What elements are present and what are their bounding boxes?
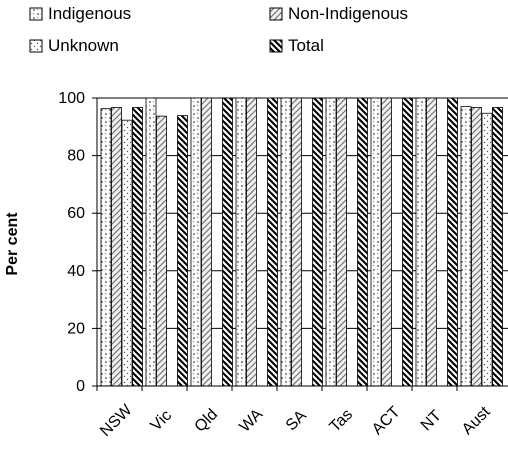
bar-sa-total bbox=[312, 97, 323, 387]
bar-wa-nonindigenous bbox=[246, 97, 257, 387]
bar-qld-total bbox=[222, 97, 233, 387]
bar-sa-indigenous bbox=[280, 97, 292, 387]
legend-label-unknown: Unknown bbox=[48, 36, 119, 55]
legend: Indigenous Non-Indigenous Unknown Total bbox=[29, 4, 408, 55]
legend-swatch-indigenous bbox=[29, 7, 43, 21]
bar-aust-total bbox=[492, 107, 503, 387]
bar-qld-indigenous bbox=[190, 97, 202, 387]
legend-item-unknown: Unknown bbox=[29, 36, 119, 55]
bar-wa-indigenous bbox=[235, 97, 247, 387]
y-tick-label-100: 100 bbox=[58, 90, 85, 107]
x-axis: NSW Vic Qld WA SA Tas ACT NT Aust bbox=[96, 385, 508, 440]
y-tick-label-40: 40 bbox=[67, 263, 85, 280]
bar-act-total bbox=[402, 97, 413, 387]
bar-vic-total bbox=[177, 115, 188, 387]
x-tick-label-nsw: NSW bbox=[97, 401, 136, 440]
y-tick-label-60: 60 bbox=[67, 205, 85, 222]
x-tick-label-wa: WA bbox=[236, 406, 266, 436]
bar-nsw-indigenous bbox=[100, 108, 112, 387]
x-tick-label-aust: Aust bbox=[459, 403, 494, 438]
bar-vic-indigenous bbox=[145, 97, 157, 387]
bar-aust-unknown bbox=[481, 112, 493, 387]
legend-label-indigenous: Indigenous bbox=[48, 4, 131, 23]
bar-vic-nonindigenous bbox=[156, 115, 167, 387]
bar-wa-total bbox=[267, 97, 278, 387]
y-axis: 0 20 40 60 80 100 bbox=[58, 90, 98, 395]
legend-swatch-nonindigenous bbox=[269, 7, 283, 21]
x-tick-label-nt: NT bbox=[418, 407, 445, 434]
bar-sa-nonindigenous bbox=[291, 97, 302, 387]
legend-item-nonindigenous: Non-Indigenous bbox=[269, 4, 408, 23]
bar-nsw-unknown bbox=[121, 119, 133, 387]
legend-label-nonindigenous: Non-Indigenous bbox=[288, 4, 408, 23]
x-tick-label-sa: SA bbox=[283, 407, 310, 434]
x-tick-label-vic: Vic bbox=[148, 407, 176, 435]
legend-label-total: Total bbox=[288, 36, 324, 55]
legend-item-total: Total bbox=[269, 36, 324, 55]
y-tick-label-20: 20 bbox=[67, 320, 85, 337]
bar-qld-nonindigenous bbox=[201, 97, 212, 387]
bar-nsw-nonindigenous bbox=[111, 107, 122, 387]
bar-nt-nonindigenous bbox=[426, 97, 437, 387]
legend-swatch-unknown bbox=[29, 39, 43, 53]
x-tick-label-tas: Tas bbox=[327, 406, 357, 436]
bar-nt-indigenous bbox=[415, 97, 427, 387]
y-tick-label-80: 80 bbox=[67, 148, 85, 165]
legend-item-indigenous: Indigenous bbox=[29, 4, 131, 23]
bar-nsw-total bbox=[132, 107, 143, 387]
bar-tas-indigenous bbox=[325, 97, 337, 387]
plot-area: 0 20 40 60 80 100 NSW Vic Qld WA SA Tas ACT NT Aust bbox=[58, 90, 508, 440]
bar-nt-total bbox=[447, 97, 458, 387]
bar-aust-nonindigenous bbox=[471, 107, 482, 387]
bar-act-nonindigenous bbox=[381, 97, 392, 387]
y-axis-label: Per cent bbox=[4, 212, 21, 276]
x-tick-label-qld: Qld bbox=[192, 406, 222, 436]
x-tick-label-act: ACT bbox=[369, 403, 404, 438]
bar-tas-nonindigenous bbox=[336, 97, 347, 387]
bar-tas-total bbox=[357, 97, 368, 387]
y-tick-label-0: 0 bbox=[76, 378, 85, 395]
bars bbox=[100, 97, 503, 387]
bar-aust-indigenous bbox=[460, 106, 472, 387]
bar-act-indigenous bbox=[370, 97, 382, 387]
legend-swatch-total bbox=[269, 39, 283, 53]
